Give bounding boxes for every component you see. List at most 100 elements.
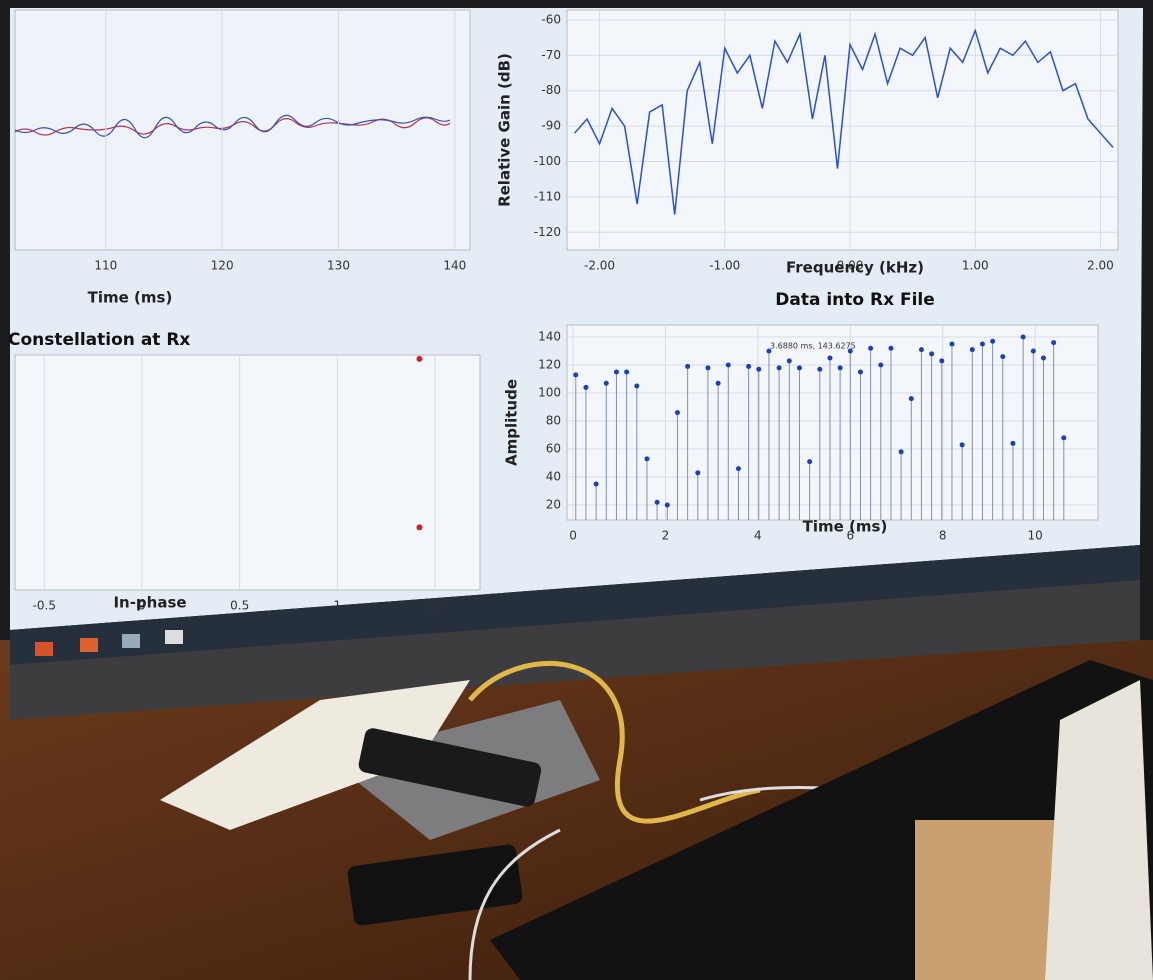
stem-marker [970, 347, 975, 352]
taskbar-icon [165, 630, 183, 644]
stem-marker [777, 365, 782, 370]
constellation-point [416, 524, 422, 530]
stem-marker [807, 459, 812, 464]
chart-title: Data into Rx File [775, 290, 935, 310]
taskbar-icon [80, 638, 98, 652]
x-tick-label: 1.5 [426, 599, 445, 613]
x-tick-label: -2.00 [584, 259, 615, 273]
y-tick-label: 120 [538, 358, 561, 372]
y-tick-label: 20 [546, 498, 561, 512]
stem-marker [594, 482, 599, 487]
stem-marker [787, 358, 792, 363]
box [1045, 680, 1153, 980]
stem-marker [858, 370, 863, 375]
stem-marker [624, 370, 629, 375]
stem-marker [736, 466, 741, 471]
stem-marker [695, 470, 700, 475]
stem-marker [675, 410, 680, 415]
y-tick-label: 100 [538, 386, 561, 400]
stem-marker [573, 372, 578, 377]
stem-marker [868, 346, 873, 351]
stem-marker [1041, 356, 1046, 361]
taskbar-icon [35, 642, 53, 656]
x-tick-label: 4 [754, 529, 762, 543]
stem-marker [817, 367, 822, 372]
plot-area [15, 10, 470, 250]
stem-marker [990, 339, 995, 344]
x-tick-label: 110 [94, 259, 117, 273]
stem-marker [1031, 349, 1036, 354]
x-axis-label: Frequency (kHz) [786, 259, 924, 277]
stem-marker [1021, 335, 1026, 340]
chart-title: Constellation at Rx [8, 330, 190, 350]
stem-marker [655, 500, 660, 505]
stem-marker [634, 384, 639, 389]
x-tick-label: 130 [327, 259, 350, 273]
stem-marker [949, 342, 954, 347]
stem-marker [939, 358, 944, 363]
x-tick-label: -1.00 [709, 259, 740, 273]
stem-marker [878, 363, 883, 368]
stem-marker [766, 349, 771, 354]
y-tick-label: 80 [546, 414, 561, 428]
stem-marker [583, 385, 588, 390]
plot-area [567, 10, 1118, 250]
stem-marker [827, 356, 832, 361]
photo: 110120130140Time (ms)-2.00-1.000.001.002… [0, 0, 1153, 980]
y-tick-label: -120 [534, 225, 561, 239]
stem-marker [604, 381, 609, 386]
x-tick-label: -0.5 [33, 599, 56, 613]
plot-area [15, 355, 480, 590]
stem-marker [980, 342, 985, 347]
chart-0 [15, 10, 470, 250]
stem-marker [888, 346, 893, 351]
x-tick-label: 1 [334, 599, 342, 613]
x-tick-label: 2.00 [1087, 259, 1114, 273]
stem-marker [848, 349, 853, 354]
stem-marker [899, 449, 904, 454]
y-tick-label: -70 [541, 48, 561, 62]
x-axis-label: Time (ms) [88, 289, 173, 307]
y-tick-label: -60 [541, 12, 561, 26]
stem-marker [838, 365, 843, 370]
stem-marker [1051, 340, 1056, 345]
x-axis-label: In-phase [113, 594, 186, 612]
wood-block [915, 820, 1065, 980]
x-tick-label: 8 [939, 529, 947, 543]
constellation-point [416, 356, 422, 362]
stem-marker [644, 456, 649, 461]
stem-marker [746, 364, 751, 369]
stem-marker [685, 364, 690, 369]
stem-marker [614, 370, 619, 375]
stem-marker [705, 365, 710, 370]
x-tick-label: 2 [662, 529, 670, 543]
annotation: 3.6880 ms, 143.6275 [770, 342, 856, 351]
y-tick-label: 140 [538, 330, 561, 344]
y-tick-label: -80 [541, 83, 561, 97]
y-tick-label: -100 [534, 154, 561, 168]
taskbar-icon [122, 634, 140, 648]
y-tick-label: -90 [541, 119, 561, 133]
x-tick-label: 0 [569, 529, 577, 543]
y-axis-label: Amplitude [503, 379, 521, 466]
x-tick-label: 10 [1028, 529, 1043, 543]
stem-marker [797, 365, 802, 370]
x-axis-label: Time (ms) [803, 518, 888, 536]
x-tick-label: 140 [443, 259, 466, 273]
y-tick-label: -110 [534, 189, 561, 203]
stem-marker [756, 367, 761, 372]
y-tick-label: 40 [546, 470, 561, 484]
y-axis-label: Relative Gain (dB) [496, 53, 514, 207]
y-tick-label: 60 [546, 442, 561, 456]
stem-marker [1010, 441, 1015, 446]
stem-marker [726, 363, 731, 368]
stem-marker [960, 442, 965, 447]
stem-marker [909, 396, 914, 401]
stem-marker [919, 347, 924, 352]
x-tick-label: 0.5 [230, 599, 249, 613]
x-tick-label: 1.00 [962, 259, 989, 273]
stem-marker [929, 351, 934, 356]
